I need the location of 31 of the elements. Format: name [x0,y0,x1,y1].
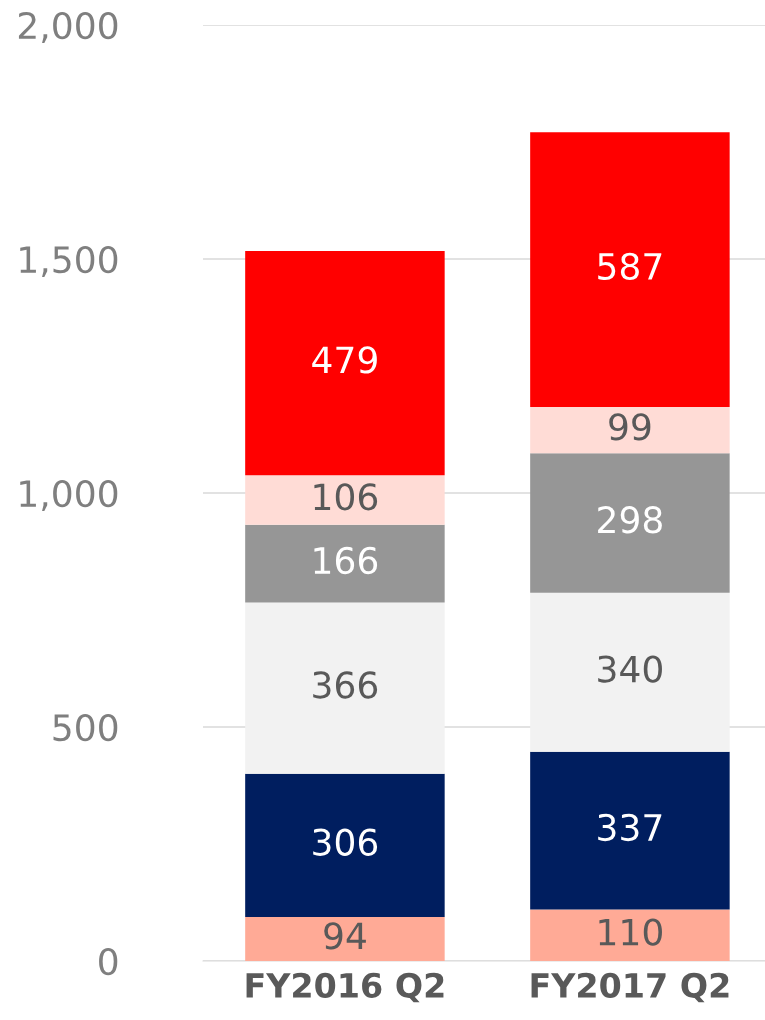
bar [245,917,445,961]
bar [530,453,730,593]
x-tick-label: FY2017 Q2 [531,972,729,1003]
y-tick-label: 1,000 [20,479,118,511]
data-label: 587 [598,252,662,281]
data-label: 366 [313,671,378,699]
data-label: 106 [314,483,378,511]
bar [245,524,445,603]
data-label: 166 [314,546,378,575]
data-label: 298 [598,506,662,534]
bar [530,751,730,910]
y-tick-label: 2,000 [18,11,118,43]
data-label: 340 [598,655,662,683]
data-label: 99 [609,413,651,441]
data-label: 94 [324,922,366,950]
bar [530,909,730,961]
data-label: 479 [312,346,377,374]
y-tick-label: 1,500 [20,245,118,277]
data-label: 110 [599,918,662,946]
data-label: 337 [598,813,662,842]
y-tick-label: 500 [53,713,118,742]
bar [530,592,730,752]
x-tick-label: FY2016 Q2 [246,972,444,1003]
data-label: 306 [313,828,378,856]
bar [245,773,445,918]
y-tick-label: 0 [99,947,118,976]
bar [245,602,445,774]
bar [530,132,730,407]
bar [245,475,445,525]
bar [245,251,445,476]
bar [530,406,730,454]
